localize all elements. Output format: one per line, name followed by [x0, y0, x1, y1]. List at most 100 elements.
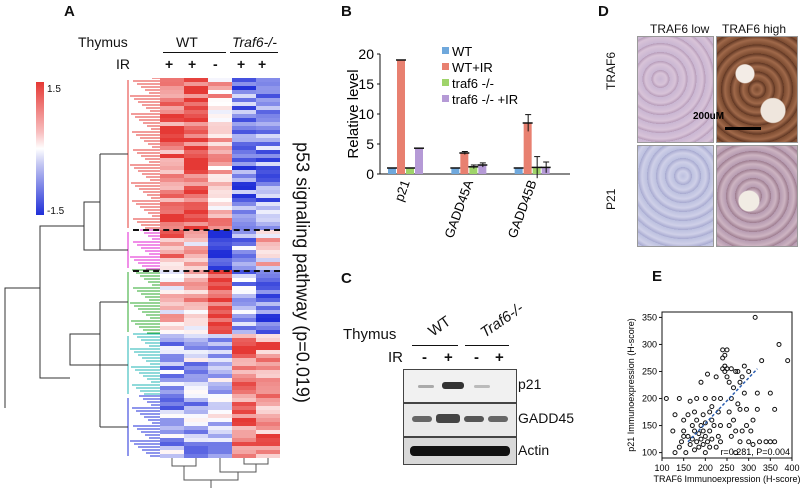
panel-e-point — [711, 423, 717, 429]
heatmap-cell — [160, 114, 184, 118]
heatmap-cell — [232, 414, 256, 418]
heatmap-cell — [184, 394, 208, 398]
heatmap-cell — [256, 426, 280, 430]
heatmap-cell — [256, 378, 280, 382]
heatmap-cell — [256, 146, 280, 150]
panel-e-point — [750, 441, 756, 447]
heatmap-cell — [256, 230, 280, 234]
panel-e-point — [750, 417, 756, 423]
panel-e-point — [772, 439, 778, 445]
heatmap-cell — [160, 454, 184, 458]
panel-e-point — [700, 428, 706, 434]
panel-c-ir-mark: - — [474, 349, 479, 366]
heatmap-cell — [256, 166, 280, 170]
heatmap-cell — [184, 210, 208, 214]
panel-e-point — [692, 409, 697, 415]
heatmap-cell — [232, 162, 256, 166]
heatmap-cell — [232, 138, 256, 142]
panel-b-legend-label: traf6 -/- +IR — [452, 92, 518, 107]
heatmap-cell — [160, 82, 184, 86]
heatmap-cell — [184, 270, 208, 274]
heatmap-cell — [232, 318, 256, 322]
heatmap-cell — [160, 426, 184, 430]
heatmap-cell — [160, 86, 184, 90]
panel-e-point — [744, 406, 749, 412]
heatmap-cell — [256, 178, 280, 182]
panel-c-blot-gadd45 — [403, 403, 517, 437]
heatmap-cell — [256, 218, 280, 222]
heatmap-cell — [208, 454, 232, 458]
heatmap-cell — [160, 422, 184, 426]
heatmap-cell — [232, 86, 256, 90]
heatmap-cell — [160, 110, 184, 114]
panel-e-y-axis-label: p21 Immunoexpression (H-score) — [626, 318, 636, 452]
heatmap-cell — [256, 310, 280, 314]
heatmap-cell — [160, 370, 184, 374]
heatmap-cell — [208, 94, 232, 98]
heatmap-cell — [232, 430, 256, 434]
heatmap-cell — [208, 410, 232, 414]
heatmap-cell — [232, 158, 256, 162]
heatmap-cell — [160, 418, 184, 422]
heatmap-cell — [184, 174, 208, 178]
heatmap-cell — [208, 298, 232, 302]
heatmap-cell — [232, 226, 256, 230]
heatmap-cell — [160, 446, 184, 450]
heatmap-cell — [184, 214, 208, 218]
panel-a-letter: A — [64, 3, 75, 20]
panel-e-point — [718, 423, 723, 429]
heatmap-cell — [160, 142, 184, 146]
heatmap-cell — [232, 326, 256, 330]
heatmap-cell — [208, 346, 232, 350]
panel-e-y-tick-label: 200 — [642, 394, 657, 404]
heatmap-cell — [184, 418, 208, 422]
heatmap-cell — [256, 98, 280, 102]
heatmap-cell — [184, 274, 208, 278]
heatmap-cell — [232, 234, 256, 238]
panel-e-point — [728, 366, 734, 372]
heatmap-cell — [232, 154, 256, 158]
heatmap-cell — [184, 454, 208, 458]
panel-c-band-p21: p21 — [518, 376, 542, 392]
heatmap-cell — [184, 430, 208, 434]
heatmap-cell — [160, 138, 184, 142]
heatmap-cell — [208, 358, 232, 362]
heatmap-cell — [184, 286, 208, 290]
heatmap-cell — [208, 146, 232, 150]
heatmap-cell — [160, 358, 184, 362]
heatmap-cell — [160, 326, 184, 330]
heatmap-cell — [208, 246, 232, 250]
heatmap-cell — [232, 374, 256, 378]
heatmap-cell — [232, 170, 256, 174]
heatmap-cell — [208, 394, 232, 398]
heatmap-cell — [232, 434, 256, 438]
heatmap-cell — [208, 198, 232, 202]
heatmap-cell — [184, 230, 208, 234]
heatmap-cell — [208, 150, 232, 154]
panel-e-x-tick-label: 400 — [784, 463, 799, 473]
heatmap-cell — [184, 242, 208, 246]
panel-e-point — [698, 436, 704, 442]
panel-c-ir-mark: + — [444, 349, 453, 366]
heatmap-cell — [256, 110, 280, 114]
heatmap-cell — [208, 386, 232, 390]
heatmap-cell — [256, 102, 280, 106]
heatmap-cell — [160, 222, 184, 226]
heatmap-cell — [232, 230, 256, 234]
panel-c-blot-actin — [403, 437, 517, 465]
heatmap-cell — [232, 214, 256, 218]
panel-e-point — [731, 417, 736, 423]
heatmap-cell — [256, 350, 280, 354]
heatmap-cell — [232, 346, 256, 350]
heatmap-cell — [184, 434, 208, 438]
heatmap-cell — [256, 330, 280, 334]
heatmap-cell — [184, 250, 208, 254]
heatmap-cell — [256, 130, 280, 134]
heatmap-cell — [184, 390, 208, 394]
heatmap-cell — [232, 370, 256, 374]
heatmap-cell — [160, 350, 184, 354]
heatmap-cell — [208, 154, 232, 158]
panel-d-image-traf6-high: 200uM — [693, 36, 798, 143]
panel-c-letter: C — [341, 270, 352, 287]
heatmap-cell — [208, 226, 232, 230]
